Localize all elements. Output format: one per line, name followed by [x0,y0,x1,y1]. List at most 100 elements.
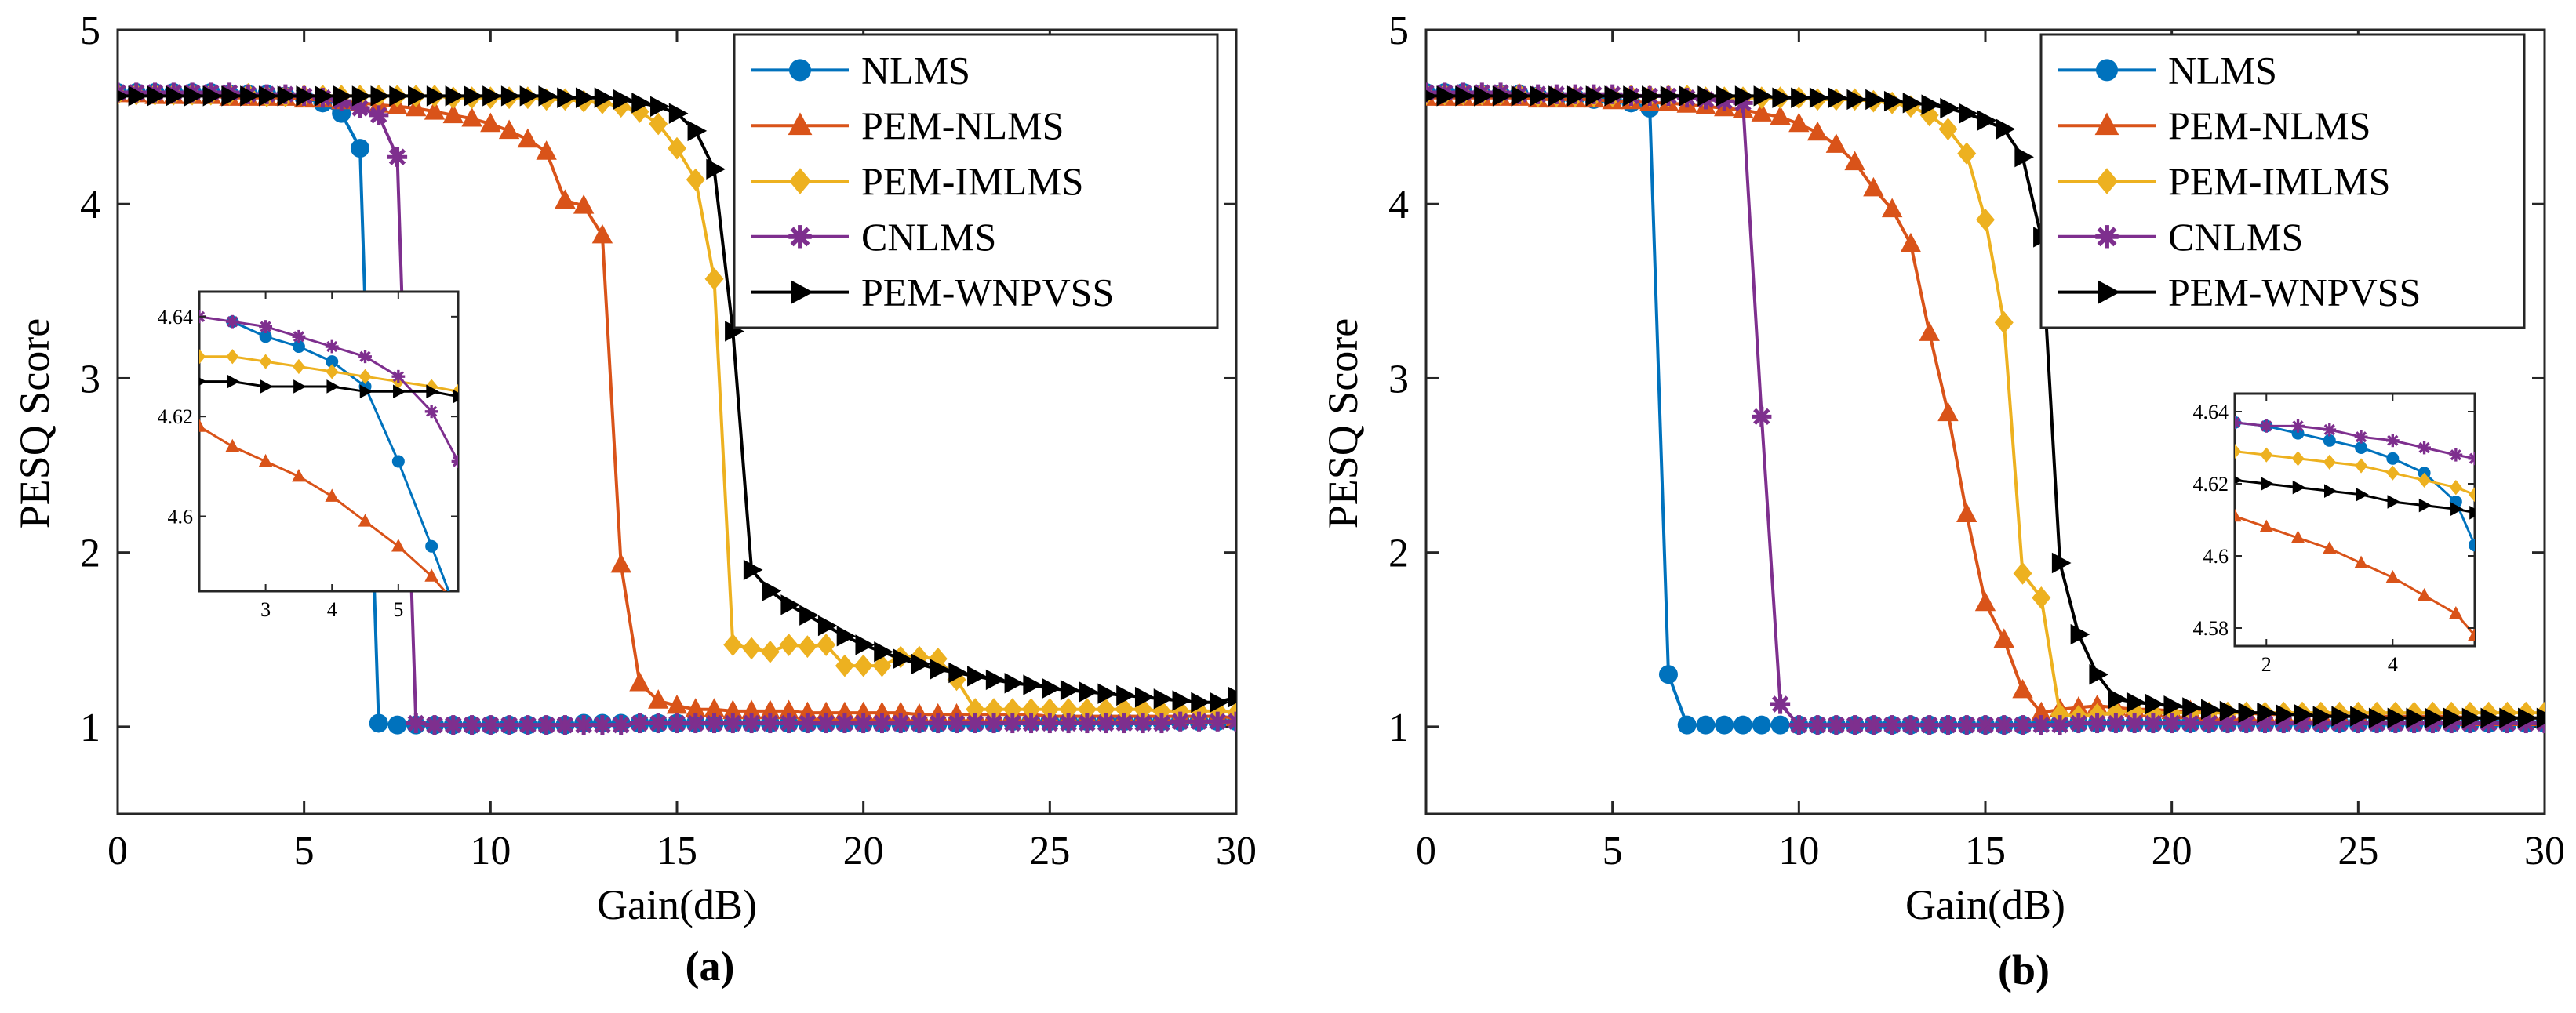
data-point [1959,103,1978,124]
data-point [687,120,708,142]
data-point [1677,715,1697,735]
panel-a-inset-ytick-label: 4.62 [158,405,194,428]
data-point [629,713,650,734]
data-point [631,93,651,114]
panel-b-legend-entry-nlms: NLMS [2058,48,2277,92]
data-point [259,320,273,333]
data-point [1715,715,1734,735]
data-point [984,713,1004,734]
data-point [1058,713,1079,734]
data-point [1021,713,1042,734]
data-point [538,85,558,107]
data-point [358,350,372,364]
data-point [1957,142,1977,165]
panel-a-inset-frame [198,290,460,593]
data-point [928,713,948,734]
data-point [2385,434,2400,448]
panel-a-ytick-label: 2 [80,532,100,576]
data-point [779,713,799,734]
panel-a-ytick-label: 5 [80,9,100,53]
data-point [451,455,458,468]
data-point [426,85,446,107]
data-point [1660,85,1680,107]
data-point [1844,151,1865,171]
panel-b: 0 5 10 15 20 25 30 1 2 3 4 5 2 4 4.58 4.6 4.62 4.64 NLMS… [1319,9,2565,993]
data-point [258,453,273,467]
data-point [2355,441,2368,454]
data-point [292,358,305,375]
data-point [1114,713,1134,734]
data-point [2089,664,2108,685]
panel-a-series [118,82,1236,735]
legend-label: PEM-NLMS [861,103,1064,147]
data-point [648,713,668,734]
data-point [985,669,1006,691]
panel-a-xlabel: Gain(dB) [597,881,757,928]
panel-a-xtick-label: 0 [107,829,128,873]
data-point [685,698,706,717]
data-point [1977,110,1997,131]
data-point [575,87,595,108]
data-point [1077,713,1097,734]
panel-b-ytick-label: 3 [1388,357,1409,401]
data-point [2290,530,2305,543]
data-point [227,374,240,389]
data-point [351,85,372,107]
data-point [2469,487,2475,503]
data-point [1882,715,1902,735]
data-point [648,689,669,709]
data-point [1604,85,1625,107]
data-point [499,715,519,735]
data-point [1752,406,1772,427]
data-point [1207,711,1228,732]
data-point [315,85,334,107]
data-point [966,698,985,721]
data-point [2259,519,2274,532]
data-point [2143,713,2163,734]
data-point [391,455,405,468]
data-point [225,314,239,329]
data-point [1975,715,1996,735]
data-point [759,699,781,720]
data-point [722,713,743,734]
data-point [128,85,148,107]
panel-b-ytick-label: 5 [1388,9,1409,53]
panel-a-inset-xtick-label: 5 [393,598,403,621]
data-point [147,85,166,107]
data-point [2291,451,2305,467]
data-point [573,715,594,735]
data-point [1116,684,1136,706]
data-point [704,698,725,717]
data-point [668,103,689,124]
data-point [1623,85,1643,107]
data-point [519,85,540,107]
data-point [1956,715,1977,735]
data-point [370,85,391,107]
data-point [482,85,502,107]
data-point [2238,702,2258,724]
panel-a-legend-entry-cnlms: CNLMS [751,215,996,259]
data-point [817,615,838,637]
data-point [2013,561,2032,585]
data-point [350,139,369,158]
data-point [2182,697,2202,718]
data-point [2443,707,2463,728]
legend-marker [2094,112,2119,136]
data-point [296,85,316,107]
data-point [1210,692,1229,713]
data-point [1788,112,1810,133]
data-point [500,85,521,107]
panel-b-legend-entry-pem-imlms: PEM-IMLMS [2058,159,2390,203]
data-point [2163,695,2184,717]
data-point [1846,89,1867,111]
data-point [1937,715,1959,735]
data-point [909,713,930,734]
data-point [2180,713,2201,734]
panel-b-ytick-label: 4 [1388,183,1409,227]
data-point [946,713,967,734]
data-point [2312,706,2333,727]
panel-b-xtick-label: 15 [1965,829,2006,873]
data-point [326,364,339,379]
data-point [2449,448,2463,462]
